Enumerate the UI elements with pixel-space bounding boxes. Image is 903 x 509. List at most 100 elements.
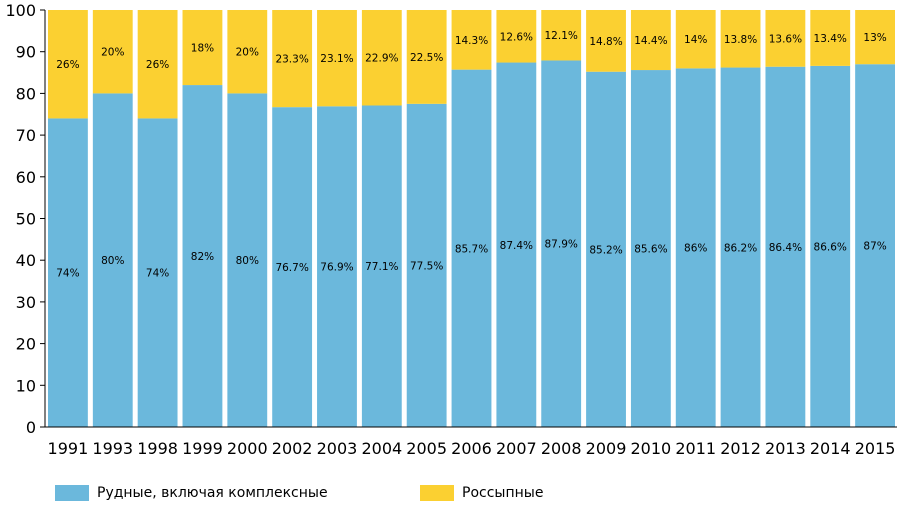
bar-placer-2011: [675, 10, 716, 69]
bar-placer-2005: [406, 10, 447, 104]
y-tick-label: 50: [16, 210, 36, 229]
data-label-placer-2015: 13%: [863, 32, 886, 44]
y-tick-label: 90: [16, 43, 36, 62]
data-label-ore-2015: 87%: [863, 241, 886, 253]
bar-placer-2014: [810, 10, 851, 66]
data-label-placer-2005: 22.5%: [410, 52, 443, 64]
x-tick-label: 2008: [541, 439, 582, 458]
y-tick-label: 30: [16, 293, 36, 312]
data-label-ore-2000: 80%: [236, 255, 259, 267]
x-tick-label: 2006: [451, 439, 492, 458]
x-tick-label: 2014: [810, 439, 851, 458]
bar-placer-1999: [182, 10, 223, 86]
bar-placer-2000: [227, 10, 268, 94]
data-label-placer-2008: 12.1%: [545, 30, 578, 42]
data-label-placer-2014: 13.4%: [814, 33, 847, 45]
legend-item-ore: Рудные, включая комплексные: [55, 478, 328, 508]
x-tick-label: 2004: [361, 439, 402, 458]
bar-ore-1999: [182, 85, 223, 427]
stacked-bar-chart: 0 10 20 30 40 50 60 70 80 90 100 74% 26% 1991 80% 20% 19…: [5, 1, 897, 458]
bar-ore-2007: [496, 62, 537, 428]
bar-ore-2012: [720, 67, 761, 428]
bar-placer-2009: [586, 10, 626, 72]
bar-ore-2008: [541, 60, 582, 427]
bar-ore-2010: [630, 70, 671, 427]
data-label-ore-2012: 86.2%: [724, 242, 757, 254]
bar-placer-1998: [137, 10, 178, 119]
data-label-ore-2005: 77.5%: [410, 260, 443, 272]
data-label-placer-2011: 14%: [684, 34, 707, 46]
data-label-placer-2013: 13.6%: [769, 33, 802, 45]
bar-placer-2012: [720, 10, 761, 68]
bar-placer-2007: [496, 10, 537, 63]
bar-placer-2004: [361, 10, 402, 106]
data-label-ore-2009: 85.2%: [589, 244, 622, 256]
bar-placer-2006: [451, 10, 492, 70]
data-label-placer-2002: 23.3%: [275, 54, 308, 66]
data-label-ore-2002: 76.7%: [275, 262, 308, 274]
bar-ore-2003: [317, 106, 357, 428]
data-label-ore-1991: 74%: [56, 268, 79, 280]
bar-ore-2011: [675, 68, 716, 427]
y-tick-label: 70: [16, 126, 36, 145]
bar-ore-1993: [92, 93, 133, 428]
data-label-placer-2007: 12.6%: [500, 31, 533, 43]
bar-placer-2003: [317, 10, 357, 107]
data-label-ore-1998: 74%: [146, 268, 169, 280]
bar-ore-2002: [272, 107, 313, 427]
data-label-ore-2014: 86.6%: [814, 241, 847, 253]
bar-ore-1991: [48, 118, 88, 428]
bar-ore-2000: [227, 93, 268, 428]
bar-placer-1993: [92, 10, 133, 94]
x-tick-label: 1993: [92, 439, 133, 458]
x-tick-label: 2013: [765, 439, 806, 458]
x-tick-label: 2007: [496, 439, 537, 458]
data-label-placer-2006: 14.3%: [455, 35, 488, 47]
legend-label-ore: Рудные, включая комплексные: [97, 485, 328, 501]
y-tick-label: 100: [5, 1, 36, 20]
x-tick-label: 2003: [317, 439, 358, 458]
bar-placer-1991: [48, 10, 88, 119]
data-label-ore-2004: 77.1%: [365, 261, 398, 273]
data-label-ore-2003: 76.9%: [320, 262, 353, 274]
x-tick-label: 2000: [227, 439, 268, 458]
data-label-placer-1993: 20%: [101, 47, 124, 59]
bar-ore-2014: [810, 65, 851, 428]
bar-placer-2008: [541, 10, 582, 61]
bar-placer-2015: [855, 10, 895, 65]
data-label-placer-2010: 14.4%: [634, 35, 667, 47]
data-label-ore-2006: 85.7%: [455, 243, 488, 255]
x-tick-label: 2010: [631, 439, 672, 458]
bar-placer-2002: [272, 10, 313, 108]
bar-placer-2013: [765, 10, 806, 67]
data-label-ore-1999: 82%: [191, 251, 214, 263]
y-tick-label: 10: [16, 376, 36, 395]
x-tick-label: 2011: [675, 439, 716, 458]
data-label-placer-1999: 18%: [191, 43, 214, 55]
y-tick-label: 0: [26, 418, 36, 437]
data-label-placer-1991: 26%: [56, 59, 79, 71]
data-label-ore-2011: 86%: [684, 243, 707, 255]
x-tick-label: 2012: [720, 439, 761, 458]
x-tick-label: 2009: [586, 439, 627, 458]
x-tick-label: 2005: [406, 439, 447, 458]
bar-ore-2013: [765, 66, 806, 427]
data-label-ore-2013: 86.4%: [769, 242, 802, 254]
x-tick-label: 1998: [137, 439, 178, 458]
x-tick-label: 1991: [48, 439, 89, 458]
data-label-ore-2007: 87.4%: [500, 240, 533, 252]
data-label-ore-2008: 87.9%: [545, 239, 578, 251]
data-label-placer-2004: 22.9%: [365, 53, 398, 65]
x-tick-label: 2002: [272, 439, 313, 458]
legend-swatch-placer: [420, 485, 454, 501]
x-tick-label: 1999: [182, 439, 223, 458]
x-tick-label: 2015: [855, 439, 896, 458]
y-tick-label: 80: [16, 84, 36, 103]
legend-swatch-ore: [55, 485, 89, 501]
data-label-placer-1998: 26%: [146, 59, 169, 71]
y-tick-label: 20: [16, 335, 36, 354]
bar-ore-2015: [855, 64, 895, 428]
data-label-placer-2012: 13.8%: [724, 34, 757, 46]
bar-ore-2009: [586, 71, 626, 427]
bar-ore-2005: [406, 103, 447, 427]
